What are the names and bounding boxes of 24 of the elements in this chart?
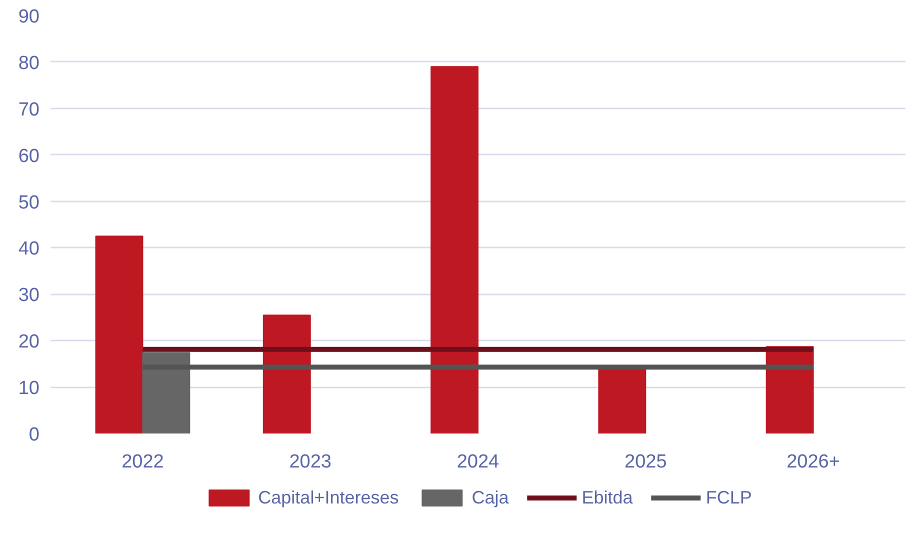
y-tick-label: 0: [28, 424, 40, 446]
y-tick-label: 70: [18, 99, 40, 120]
x-tick-label: 2025: [624, 452, 667, 472]
x-tick-label: 2024: [456, 452, 500, 472]
y-tick-label: 60: [18, 146, 40, 167]
y-tick-label: 80: [18, 52, 40, 74]
y-tick-label: 10: [18, 378, 40, 400]
legend-label: FCLP: [706, 487, 752, 508]
y-tick-label: 90: [18, 6, 40, 28]
bar: [262, 314, 311, 434]
bar: [142, 352, 190, 434]
x-tick-label: 2023: [289, 452, 332, 472]
y-tick-label: 40: [18, 238, 40, 260]
bar: [95, 236, 144, 434]
x-tick-label: 2026+: [786, 452, 840, 472]
x-tick-label: 2022: [122, 452, 164, 472]
y-tick-label: 30: [18, 285, 40, 306]
bar: [430, 66, 478, 434]
legend-label: Capital+Intereses: [258, 487, 399, 508]
legend-label: Ebitda: [582, 487, 633, 508]
y-tick-label: 20: [18, 332, 40, 353]
y-tick-label: 50: [18, 192, 40, 214]
bar: [598, 368, 646, 434]
legend-label: Caja: [472, 487, 509, 508]
